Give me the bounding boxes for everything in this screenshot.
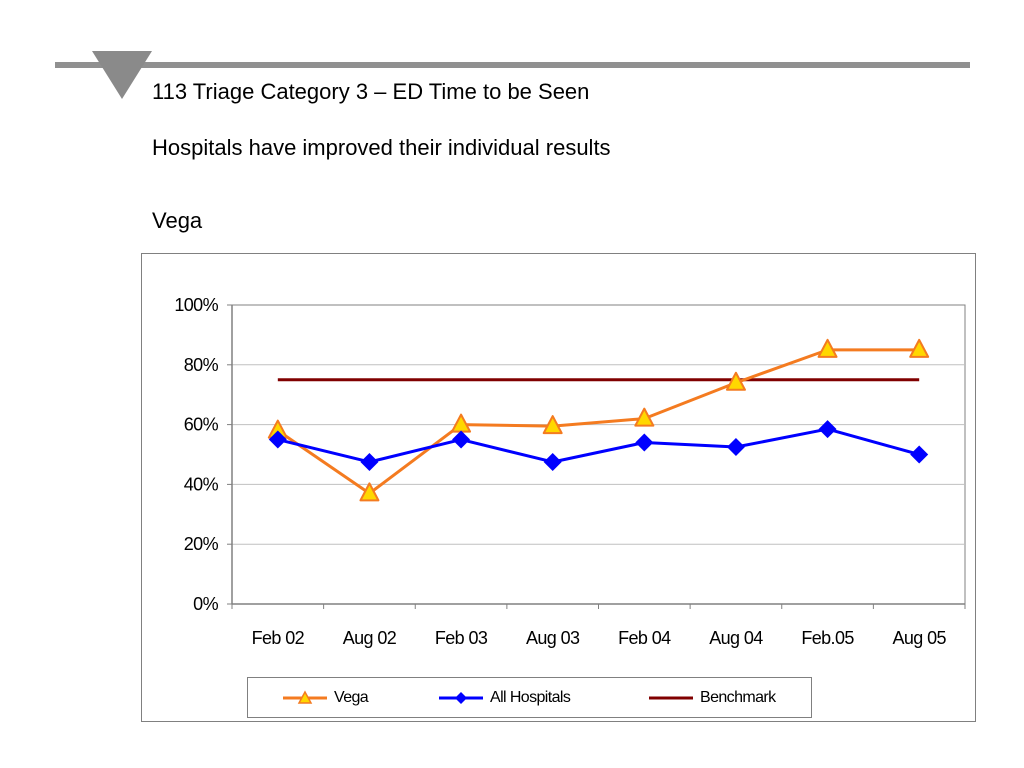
plot-area: [231, 304, 966, 605]
legend-item-benchmark: Benchmark: [648, 678, 776, 717]
benchmark-line-icon: [649, 696, 693, 699]
all-hospitals-point: [818, 420, 837, 439]
vega-point: [634, 407, 655, 427]
vega-point: [359, 482, 380, 502]
all-hospitals-point: [635, 433, 654, 452]
all-hospitals-point: [910, 445, 929, 464]
vega-line: [276, 348, 920, 495]
slide-title: 113 Triage Category 3 – ED Time to be Se…: [152, 79, 590, 104]
all-hospitals-point: [268, 430, 287, 449]
chart-area: 0% 20% 40% 60% 80% 100% Feb 02 Aug 02 Feb 03 Aug …: [141, 253, 976, 722]
vega-line-triangle-icon: [283, 689, 327, 704]
x-tick-label: Feb 03: [435, 628, 488, 648]
x-tick-label: Feb 02: [252, 628, 305, 648]
all-hospitals-line: [277, 427, 920, 464]
x-tick-label: Aug 02: [343, 628, 397, 648]
title-marker-triangle-icon: [92, 51, 152, 99]
all-hospitals-point: [452, 430, 471, 449]
all-hospitals-point: [543, 452, 562, 471]
x-tick-label: Aug 05: [892, 628, 946, 648]
x-tick-label: Aug 03: [526, 628, 580, 648]
legend-item-vega: Vega: [282, 678, 369, 717]
y-tick-label: 60%: [184, 415, 219, 435]
x-tick-label: Aug 04: [709, 628, 763, 648]
legend-item-all-hospitals: All Hospitals: [438, 678, 571, 717]
x-tick-label: Feb 04: [618, 628, 671, 648]
y-tick-label: 0%: [193, 594, 218, 614]
x-tick-label: Feb.05: [801, 628, 854, 648]
vega-point: [909, 338, 930, 358]
vega-point: [542, 415, 563, 435]
legend-label-vega: Vega: [334, 688, 369, 706]
vega-point: [725, 371, 746, 391]
legend-label-all-hospitals: All Hospitals: [490, 688, 571, 706]
header-rule: [55, 62, 970, 68]
all-hospitals-point: [726, 438, 745, 457]
legend-label-benchmark: Benchmark: [700, 688, 776, 706]
vega-point: [817, 338, 838, 358]
line-chart: 0% 20% 40% 60% 80% 100% Feb 02 Aug 02 Feb 03 Aug …: [174, 295, 966, 648]
y-tick-label: 80%: [184, 355, 219, 375]
y-tick-label: 100%: [174, 295, 218, 315]
hospital-name: Vega: [152, 208, 203, 233]
chart-legend: Vega All Hospitals Benchmark: [247, 677, 812, 718]
y-tick-label: 20%: [184, 534, 219, 554]
y-tick-label: 40%: [184, 474, 219, 494]
all-hospitals-line-diamond-icon: [439, 691, 483, 704]
slide-subtitle: Hospitals have improved their individual…: [152, 135, 611, 160]
all-hospitals-point: [360, 452, 379, 471]
